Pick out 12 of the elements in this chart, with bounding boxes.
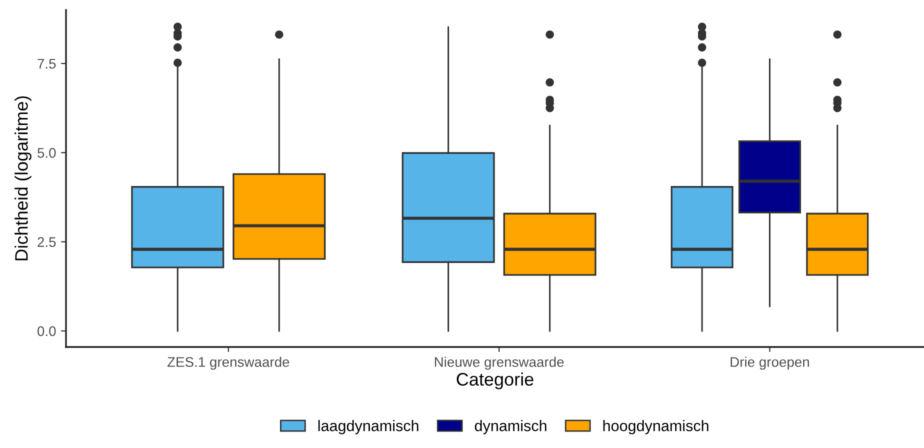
y-axis-title: Dichtheid (logaritme) (14, 96, 32, 260)
y-tick-label: 0.0 (38, 326, 56, 336)
x-axis-title: Categorie (456, 372, 534, 390)
x-tick-label: Nieuwe grenswaarde (434, 356, 564, 370)
x-tick-label: Drie groepen (730, 356, 809, 370)
x-tick-label: ZES.1 grenswaarde (167, 356, 290, 370)
y-tick-label: 5.0 (38, 148, 56, 158)
legend-label: dynamisch (474, 420, 546, 434)
legend-label: laagdynamisch (318, 420, 418, 434)
y-tick-label: 7.5 (38, 58, 56, 69)
y-tick-label: 2.5 (38, 237, 56, 247)
legend-label: hoogdynamisch (603, 420, 708, 434)
